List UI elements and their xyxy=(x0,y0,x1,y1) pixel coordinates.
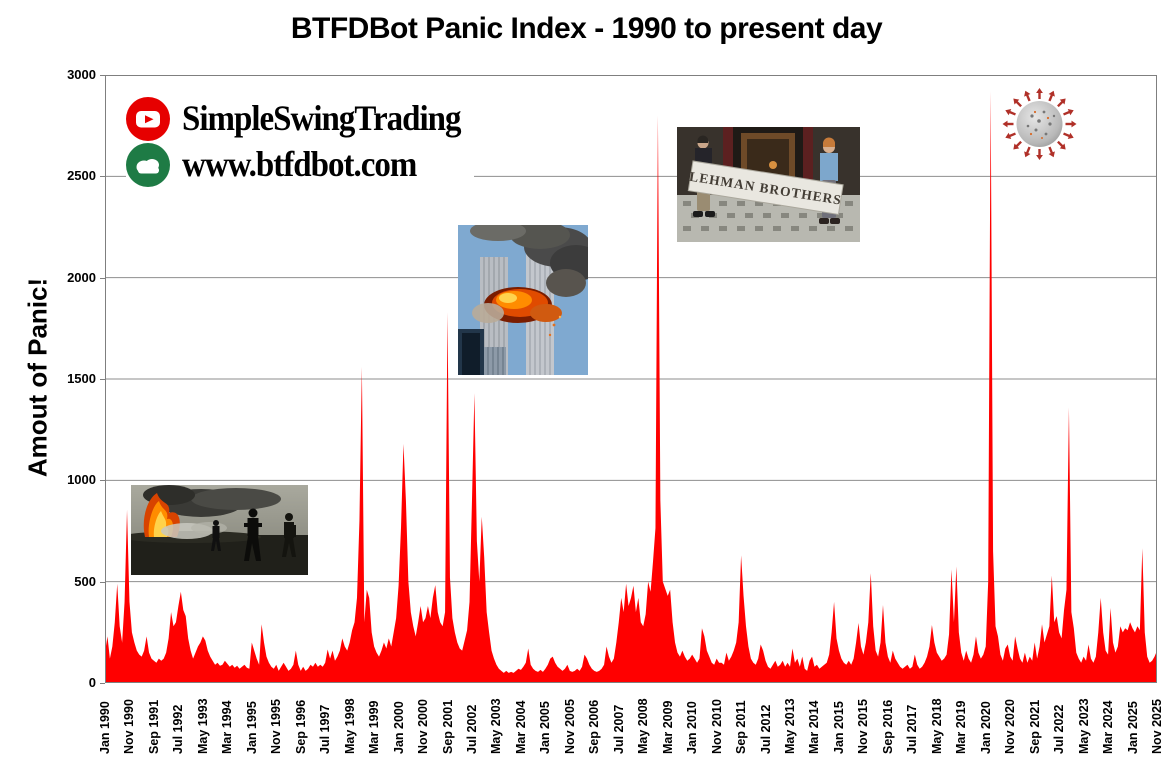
x-tick-label: Jan 2015 xyxy=(831,701,846,754)
y-tick-mark xyxy=(100,683,105,684)
y-tick-mark xyxy=(100,176,105,178)
x-tick-label: Jan 2000 xyxy=(391,701,406,754)
x-tick-label: Jan 1990 xyxy=(98,701,112,754)
twin-towers-attack-photo xyxy=(458,225,588,375)
x-tick-label: Mar 1994 xyxy=(220,700,235,754)
virus-spike xyxy=(1002,120,1014,128)
x-tick-label: Jan 2005 xyxy=(538,701,553,754)
x-tick-label: Sep 2021 xyxy=(1027,699,1042,754)
virus-spike xyxy=(1057,140,1066,150)
x-tick-label: May 2008 xyxy=(636,698,651,754)
y-tick-label: 1000 xyxy=(67,472,96,488)
x-tick-label: May 2018 xyxy=(929,698,944,754)
virus-spike xyxy=(1024,90,1031,102)
y-tick-label: 0 xyxy=(88,675,96,690)
virus-spike xyxy=(1013,98,1022,108)
x-tick-label: Jul 2012 xyxy=(758,704,773,754)
x-tick-label: Jul 2002 xyxy=(464,704,479,754)
x-tick-label: Sep 2001 xyxy=(440,699,455,754)
x-tick-label: Nov 1990 xyxy=(122,699,137,754)
panic-area-series xyxy=(105,91,1157,683)
y-tick-mark xyxy=(100,581,105,583)
x-tick-label: Jul 1992 xyxy=(171,704,186,754)
x-tick-label: Jul 1997 xyxy=(318,704,333,754)
virus-spike xyxy=(1063,132,1074,140)
virus-spike xyxy=(1024,146,1031,158)
x-tick-label: Sep 2006 xyxy=(587,699,602,754)
x-tick-label: Mar 2014 xyxy=(807,700,822,754)
x-tick-label: Nov 2010 xyxy=(709,699,724,754)
x-tick-label: Jul 2022 xyxy=(1052,704,1067,754)
virus-spike xyxy=(1005,132,1016,140)
x-tick-label: May 2013 xyxy=(783,698,798,754)
x-tick-label: Sep 2011 xyxy=(734,700,749,754)
virus-spike xyxy=(1005,108,1016,116)
x-tick-label: Mar 2004 xyxy=(513,700,528,754)
virus-spike xyxy=(1036,88,1043,99)
x-tick-label: Jul 2017 xyxy=(905,704,920,754)
chart-title: BTFDBot Panic Index - 1990 to present da… xyxy=(290,12,883,45)
y-tick-mark xyxy=(100,277,105,279)
y-tick-mark xyxy=(100,379,105,380)
x-tick-label: Jan 1995 xyxy=(244,701,259,754)
x-tick-label: Sep 2016 xyxy=(880,699,895,754)
virus-spike xyxy=(1057,98,1066,108)
cloud-icon xyxy=(126,143,170,187)
x-tick-label: Mar 1999 xyxy=(367,700,382,754)
y-tick-label: 3000 xyxy=(67,67,96,82)
youtube-channel-label: SimpleSwingTrading xyxy=(182,99,461,138)
x-tick-label: Nov 2025 xyxy=(1150,699,1164,754)
x-tick-label: May 1993 xyxy=(195,698,210,754)
x-tick-label: Nov 2000 xyxy=(416,699,431,754)
virus-spike xyxy=(1063,108,1074,116)
y-tick-label: 500 xyxy=(74,573,96,589)
youtube-icon xyxy=(126,97,170,141)
virus-spike xyxy=(1013,140,1022,150)
youtube-channel-brand: SimpleSwingTrading xyxy=(126,96,518,142)
x-tick-label: Nov 2015 xyxy=(856,699,871,754)
y-tick-mark xyxy=(100,480,105,482)
virus-spike xyxy=(1048,90,1055,102)
y-tick-mark xyxy=(100,75,105,76)
x-tick-label: Jan 2025 xyxy=(1125,701,1140,754)
x-tick-label: Jul 2007 xyxy=(611,704,626,754)
x-tick-label: Nov 2020 xyxy=(1003,699,1018,754)
x-tick-label: May 2023 xyxy=(1076,698,1091,754)
x-tick-label: May 2003 xyxy=(489,698,504,754)
y-tick-label: 2500 xyxy=(67,168,96,184)
x-tick-label: Mar 2024 xyxy=(1101,700,1116,754)
x-tick-label: Mar 2019 xyxy=(954,700,969,754)
y-tick-label: 2000 xyxy=(67,269,96,285)
website-label: www.btfdbot.com xyxy=(182,145,417,184)
y-axis-title: Amout of Panic! xyxy=(22,277,53,478)
virus-spike xyxy=(1065,120,1077,128)
virus-spike xyxy=(1036,149,1043,160)
x-tick-label: Nov 1995 xyxy=(269,699,284,754)
x-tick-label: Jan 2010 xyxy=(685,701,700,754)
x-tick-label: Sep 1991 xyxy=(146,699,161,754)
x-tick-label: Mar 2009 xyxy=(660,700,675,754)
coronavirus-particle-photo xyxy=(1002,88,1077,160)
x-tick-label: Jan 2020 xyxy=(978,701,993,754)
gulf-war-soldiers-photo xyxy=(131,485,308,575)
x-tick-label: May 1998 xyxy=(342,698,357,754)
lehman-brothers-sign-photo: LEHMAN BROTHERS xyxy=(677,127,860,242)
virus-spike xyxy=(1048,146,1055,158)
plot-border xyxy=(105,75,1157,683)
website-brand: www.btfdbot.com xyxy=(126,142,474,188)
y-tick-label: 1500 xyxy=(67,371,96,386)
x-tick-label: Nov 2005 xyxy=(562,699,577,754)
x-tick-label: Sep 1996 xyxy=(293,699,308,754)
